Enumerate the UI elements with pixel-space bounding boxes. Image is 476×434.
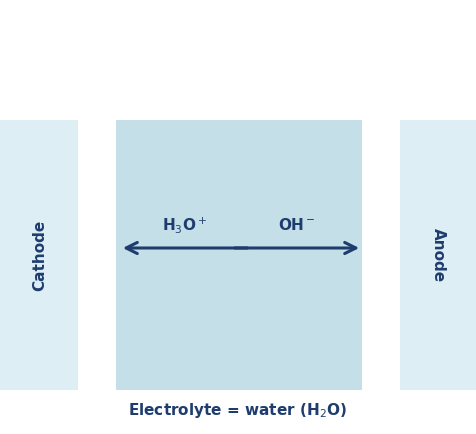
Text: OH$^-$: OH$^-$ — [278, 217, 315, 233]
Text: Anode: Anode — [430, 228, 445, 282]
Bar — [78, 120, 116, 390]
Bar — [0, 120, 476, 390]
Text: Cathode: Cathode — [32, 219, 48, 291]
Bar — [78, 120, 399, 390]
Bar — [361, 120, 399, 390]
Text: H$_3$O$^+$: H$_3$O$^+$ — [162, 215, 207, 235]
Text: Electrolyte = water (H$_2$O): Electrolyte = water (H$_2$O) — [128, 401, 347, 420]
